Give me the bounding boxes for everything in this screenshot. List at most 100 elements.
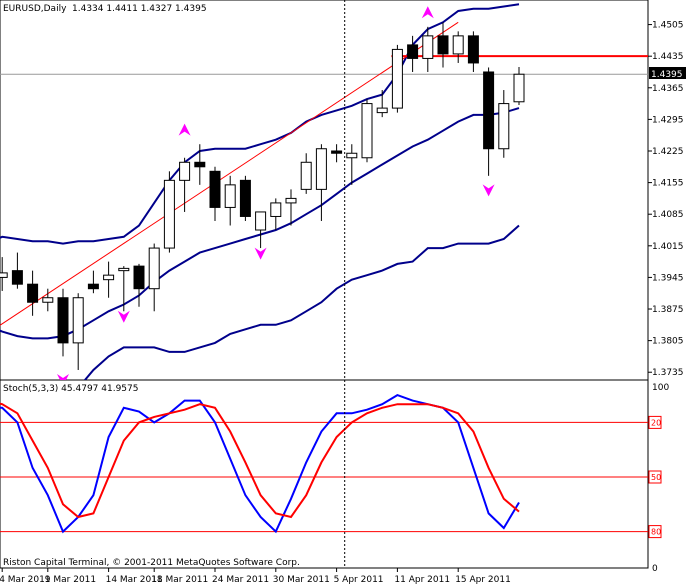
fractal-up-arrow xyxy=(178,123,191,136)
candle-body-up xyxy=(103,274,115,281)
candle-body-up xyxy=(513,73,525,103)
price-tick-label: 1.3805 xyxy=(652,337,684,347)
candle-body-down xyxy=(437,35,449,55)
stoch-signal-line xyxy=(0,402,520,519)
candle-body-down xyxy=(11,270,23,285)
candle-body-up xyxy=(285,197,297,204)
price-tick-label: 1.4085 xyxy=(652,210,684,220)
candle xyxy=(11,252,23,289)
candle xyxy=(87,270,99,294)
candle xyxy=(315,144,327,221)
candle xyxy=(407,35,419,72)
trendline xyxy=(0,21,459,326)
stoch-panel-frame xyxy=(0,379,649,569)
candle-body-down xyxy=(239,179,251,217)
candle-body-down xyxy=(87,283,99,290)
candle-body-down xyxy=(194,161,206,168)
candle xyxy=(148,243,160,312)
candle xyxy=(72,293,84,370)
x-tick-label: 5 Apr 2011 xyxy=(334,575,384,585)
stoch-level-label: 20 xyxy=(651,418,661,427)
candle-body-up xyxy=(270,202,282,217)
candle-body-up xyxy=(422,35,434,59)
candle-body-up xyxy=(376,107,388,114)
fractal-down-arrow xyxy=(254,247,267,260)
candle xyxy=(0,257,8,291)
candle-body-down xyxy=(483,71,495,150)
candle xyxy=(103,261,115,298)
stoch-tick-100: 100 xyxy=(652,383,669,393)
x-tick-label: 30 Mar 2011 xyxy=(273,575,330,585)
fractal-down-arrow xyxy=(117,310,130,323)
price-tick-label: 1.4015 xyxy=(652,242,684,252)
candle-body-down xyxy=(467,35,479,64)
stoch-label: Stoch(5,3,3) 45.4797 41.9575 xyxy=(3,384,138,394)
candle xyxy=(467,31,479,72)
candle-body-up xyxy=(224,184,236,208)
copyright-text: Riston Capital Terminal, © 2001-2011 Met… xyxy=(3,558,300,568)
candle-body-up xyxy=(361,103,373,159)
stoch-tick-0: 0 xyxy=(652,564,658,574)
candle-body-up xyxy=(118,267,130,272)
candle xyxy=(209,166,221,221)
candle-body-down xyxy=(27,283,39,303)
x-tick-label: 4 Mar 2011 xyxy=(0,575,51,585)
candle xyxy=(331,144,343,163)
price-tick-label: 1.4365 xyxy=(652,84,684,94)
symbol-label: EURUSD,Daily xyxy=(3,4,67,14)
candle xyxy=(285,189,297,226)
price-tick-label: 1.3735 xyxy=(652,368,684,378)
x-tick-label: 24 Mar 2011 xyxy=(212,575,269,585)
candle xyxy=(452,31,464,63)
price-tick-label: 1.3945 xyxy=(652,273,684,283)
candle xyxy=(513,67,525,105)
candle xyxy=(346,144,358,185)
candle xyxy=(255,211,267,249)
candle xyxy=(437,22,449,68)
fractal-up-arrow xyxy=(421,6,434,19)
candle-body-up xyxy=(72,297,84,344)
candle-body-up xyxy=(163,179,175,249)
x-tick-label: 18 Mar 2011 xyxy=(151,575,208,585)
candle xyxy=(179,157,191,212)
candle-body-up xyxy=(315,148,327,190)
candle xyxy=(57,288,69,357)
stoch-plot xyxy=(0,393,648,534)
price-tick-label: 1.4435 xyxy=(652,52,684,62)
price-panel-frame xyxy=(0,0,649,381)
candle-body-up xyxy=(391,48,403,109)
price-plot xyxy=(0,3,648,380)
candle xyxy=(391,44,403,113)
stoch-level-label: 50 xyxy=(651,473,661,482)
candle xyxy=(118,266,130,312)
candle-body-down xyxy=(407,44,419,59)
candle-body-down xyxy=(133,265,145,290)
x-tick-label: 15 Apr 2011 xyxy=(455,575,511,585)
candle-body-up xyxy=(148,247,160,290)
price-tick-label: 1.4505 xyxy=(652,21,684,31)
x-tick-label: 11 Apr 2011 xyxy=(394,575,450,585)
candle xyxy=(239,175,251,221)
candle xyxy=(133,263,145,307)
candle xyxy=(483,67,495,176)
price-tick-label: 1.4295 xyxy=(652,115,684,125)
bollinger-upper-line xyxy=(0,3,520,245)
candle-body-up xyxy=(179,161,191,181)
x-tick-label: 14 Mar 2011 xyxy=(106,575,163,585)
candle xyxy=(422,26,434,72)
candle xyxy=(163,171,175,253)
candle-body-up xyxy=(42,297,54,303)
candle xyxy=(300,153,312,194)
candle-body-up xyxy=(300,161,312,190)
candle-body-up xyxy=(346,152,358,159)
candle xyxy=(361,99,373,163)
candle-body-down xyxy=(331,150,343,154)
candle-body-up xyxy=(255,211,267,231)
candle-body-down xyxy=(57,297,69,344)
candle-body-up xyxy=(498,103,510,150)
price-tick-label: 1.3875 xyxy=(652,305,684,315)
fractal-down-arrow xyxy=(57,374,69,380)
candle xyxy=(376,90,388,118)
